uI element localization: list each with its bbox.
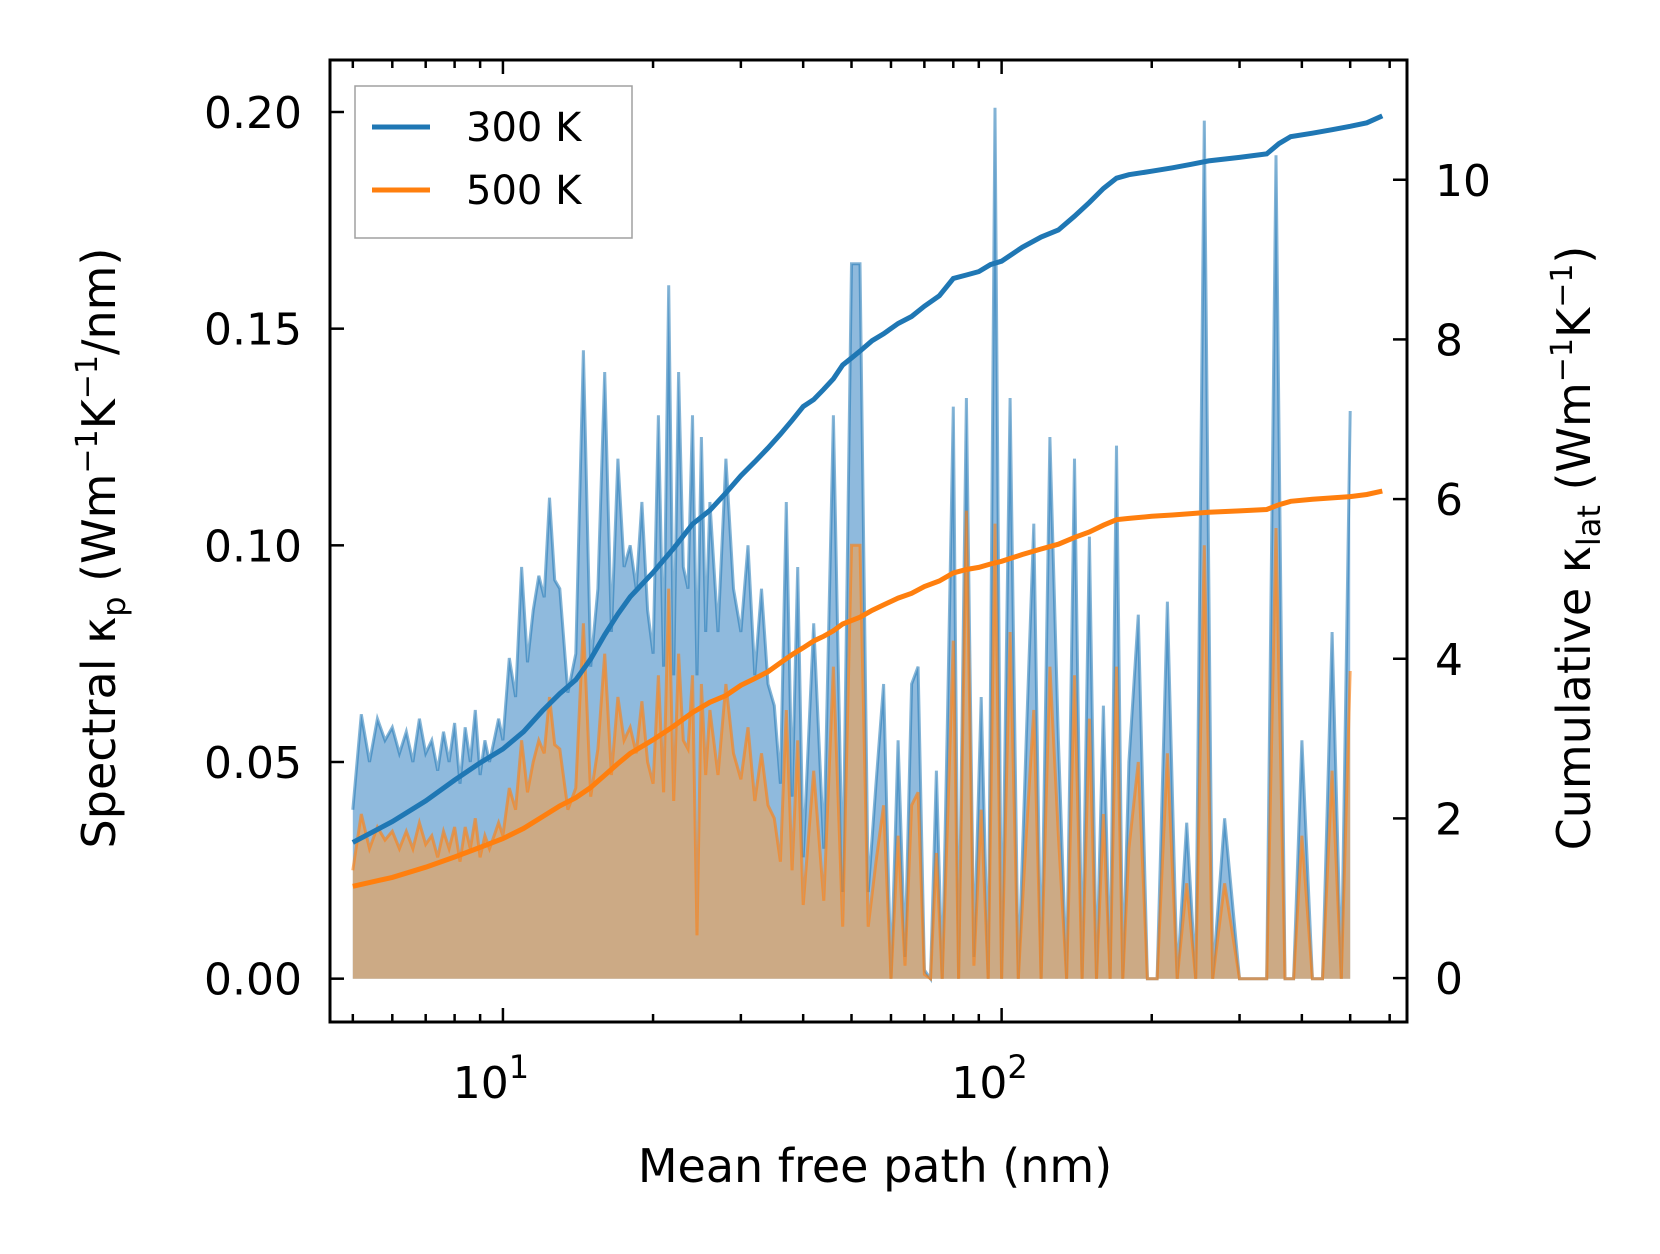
- spectral-line-500k: [351, 510, 1352, 982]
- y-tick-label-right: 2: [1435, 794, 1463, 845]
- y-tick-label-right: 6: [1435, 475, 1463, 526]
- legend-box: [354, 85, 633, 239]
- spectral-line-300k: [351, 107, 1352, 984]
- legend-label-500k: 500 K: [466, 168, 583, 214]
- spectral-area-500k: [352, 510, 1351, 979]
- y-tick-label-left: 0.20: [204, 88, 302, 139]
- legend-label-300k: 300 K: [466, 105, 583, 151]
- plot-area: [351, 107, 1384, 984]
- legend: 300 K 500 K: [354, 85, 633, 239]
- y-tick-label-right: 4: [1435, 635, 1463, 686]
- y-tick-label-left: 0.00: [204, 955, 302, 1006]
- cumulative-line-500k: [352, 488, 1383, 889]
- y-tick-label-left: 0.15: [204, 305, 302, 356]
- x-axis-label: Mean free path (nm): [638, 1139, 1112, 1193]
- plot-border: [328, 58, 1409, 1024]
- axes-frame: [328, 58, 1409, 1024]
- axis-ticks: 101 102 0.00 0.05 0.10 0.15 0.20 0 2 4 6 8 10: [204, 60, 1491, 1109]
- y-tick-label-right: 0: [1435, 954, 1463, 1005]
- x-tick-label: 101: [453, 1048, 529, 1109]
- y-axis-label-right: Cumulative κlat (Wm−1K−1): [1545, 246, 1608, 851]
- cumulative-line-300k: [351, 113, 1384, 845]
- y-tick-label-left: 0.10: [204, 521, 302, 572]
- x-tick-label: 102: [951, 1048, 1027, 1109]
- y-tick-label-right: 10: [1435, 156, 1491, 207]
- y-axis-label-left: Spectral κp (Wm−1K−1/nm): [70, 248, 133, 849]
- y-tick-label-right: 8: [1435, 315, 1463, 366]
- y-tick-label-left: 0.05: [204, 738, 302, 789]
